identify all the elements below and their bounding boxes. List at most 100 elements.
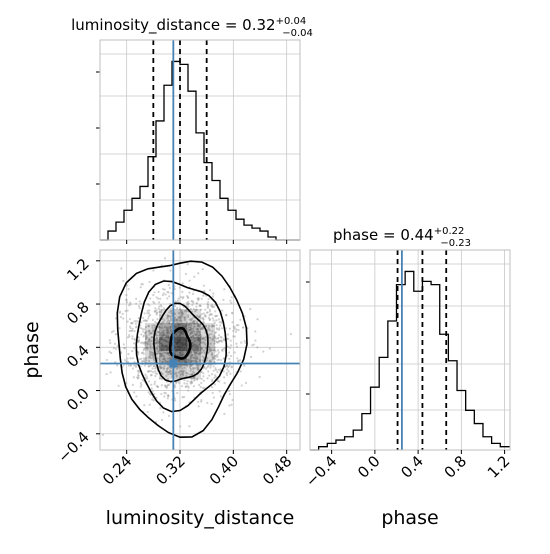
scatter-point <box>149 344 152 348</box>
scatter-point <box>143 358 146 361</box>
scatter-point <box>195 322 199 325</box>
scatter-point <box>166 328 169 331</box>
scatter-point <box>194 352 197 355</box>
scatter-point <box>187 305 190 308</box>
scatter-point <box>214 315 217 318</box>
scatter-point <box>169 315 172 318</box>
scatter-point <box>229 339 232 342</box>
scatter-point <box>145 336 148 339</box>
scatter-point <box>110 331 114 334</box>
histogram-bar <box>244 225 252 240</box>
scatter-point <box>181 364 184 367</box>
scatter-point <box>186 364 189 367</box>
scatter-point <box>149 347 152 350</box>
scatter-point <box>195 360 198 364</box>
scatter-point <box>147 340 150 343</box>
scatter-point <box>142 342 145 345</box>
scatter-point <box>191 292 195 295</box>
scatter-point <box>169 309 172 312</box>
scatter-point <box>221 340 224 343</box>
scatter-point <box>188 360 191 363</box>
histogram-bar <box>345 437 354 450</box>
scatter-point <box>160 308 163 312</box>
scatter-point <box>173 399 177 402</box>
histogram-bar <box>457 390 466 450</box>
scatter-point <box>137 351 140 354</box>
scatter-point <box>178 307 182 311</box>
scatter-point <box>157 325 161 328</box>
scatter-point <box>216 349 220 352</box>
scatter-point <box>138 306 141 310</box>
scatter-point <box>209 348 213 352</box>
scatter-point <box>154 374 157 378</box>
x-tick-label: 0.48 <box>259 452 295 488</box>
scatter-point <box>249 355 253 359</box>
scatter-point <box>154 341 157 345</box>
scatter-point <box>148 403 151 406</box>
scatter-point <box>196 297 199 300</box>
scatter-point <box>181 374 185 377</box>
scatter-point <box>192 301 195 304</box>
scatter-point <box>226 368 229 371</box>
scatter-point <box>199 314 202 317</box>
scatter-point <box>155 347 159 351</box>
scatter-point <box>145 334 148 337</box>
scatter-point <box>187 386 190 389</box>
scatter-point <box>211 295 215 298</box>
histogram-bar <box>252 228 260 240</box>
scatter-point <box>197 316 200 319</box>
scatter-point <box>160 366 163 369</box>
scatter-point <box>165 334 168 337</box>
scatter-point <box>188 329 191 332</box>
scatter-point <box>161 333 164 337</box>
scatter-point <box>206 305 210 308</box>
histogram-bar <box>164 85 172 240</box>
scatter-point <box>228 390 231 393</box>
scatter-point <box>148 338 151 341</box>
scatter-point <box>212 325 216 328</box>
scatter-point <box>203 350 206 354</box>
scatter-point <box>176 353 179 357</box>
scatter-point <box>196 347 199 351</box>
scatter-point <box>142 319 145 322</box>
scatter-point <box>208 349 211 353</box>
histogram-bar <box>388 321 397 450</box>
scatter-point <box>125 360 128 363</box>
scatter-point <box>195 330 199 334</box>
scatter-point <box>183 379 186 382</box>
scatter-point <box>230 403 233 406</box>
scatter-point <box>191 317 194 320</box>
scatter-point <box>151 326 154 329</box>
scatter-point <box>169 372 172 376</box>
scatter-point <box>202 387 205 390</box>
scatter-point <box>155 396 158 399</box>
scatter-point <box>190 359 193 363</box>
histogram-bar <box>108 231 116 240</box>
scatter-point <box>128 329 131 333</box>
scatter-point <box>189 365 193 368</box>
scatter-point <box>202 318 205 321</box>
scatter-point <box>159 352 162 355</box>
scatter-point <box>165 370 169 373</box>
scatter-point <box>198 330 201 334</box>
scatter-point <box>118 311 121 314</box>
scatter-point <box>123 346 127 350</box>
scatter-point <box>187 300 190 303</box>
scatter-point <box>120 267 123 270</box>
scatter-point <box>146 343 149 346</box>
histogram-bar <box>362 414 371 450</box>
scatter-point <box>195 321 198 324</box>
scatter-point <box>213 383 217 386</box>
scatter-point <box>170 369 173 372</box>
scatter-point <box>135 325 138 328</box>
scatter-point <box>135 395 138 398</box>
scatter-point <box>206 357 209 360</box>
y-tick-label: 0.4 <box>63 341 93 371</box>
scatter-point <box>126 360 130 364</box>
scatter-point <box>133 329 136 333</box>
scatter-point <box>126 284 129 287</box>
scatter-point <box>219 339 222 342</box>
scatter-point <box>140 360 144 363</box>
scatter-point <box>193 353 196 356</box>
scatter-point <box>239 318 242 321</box>
